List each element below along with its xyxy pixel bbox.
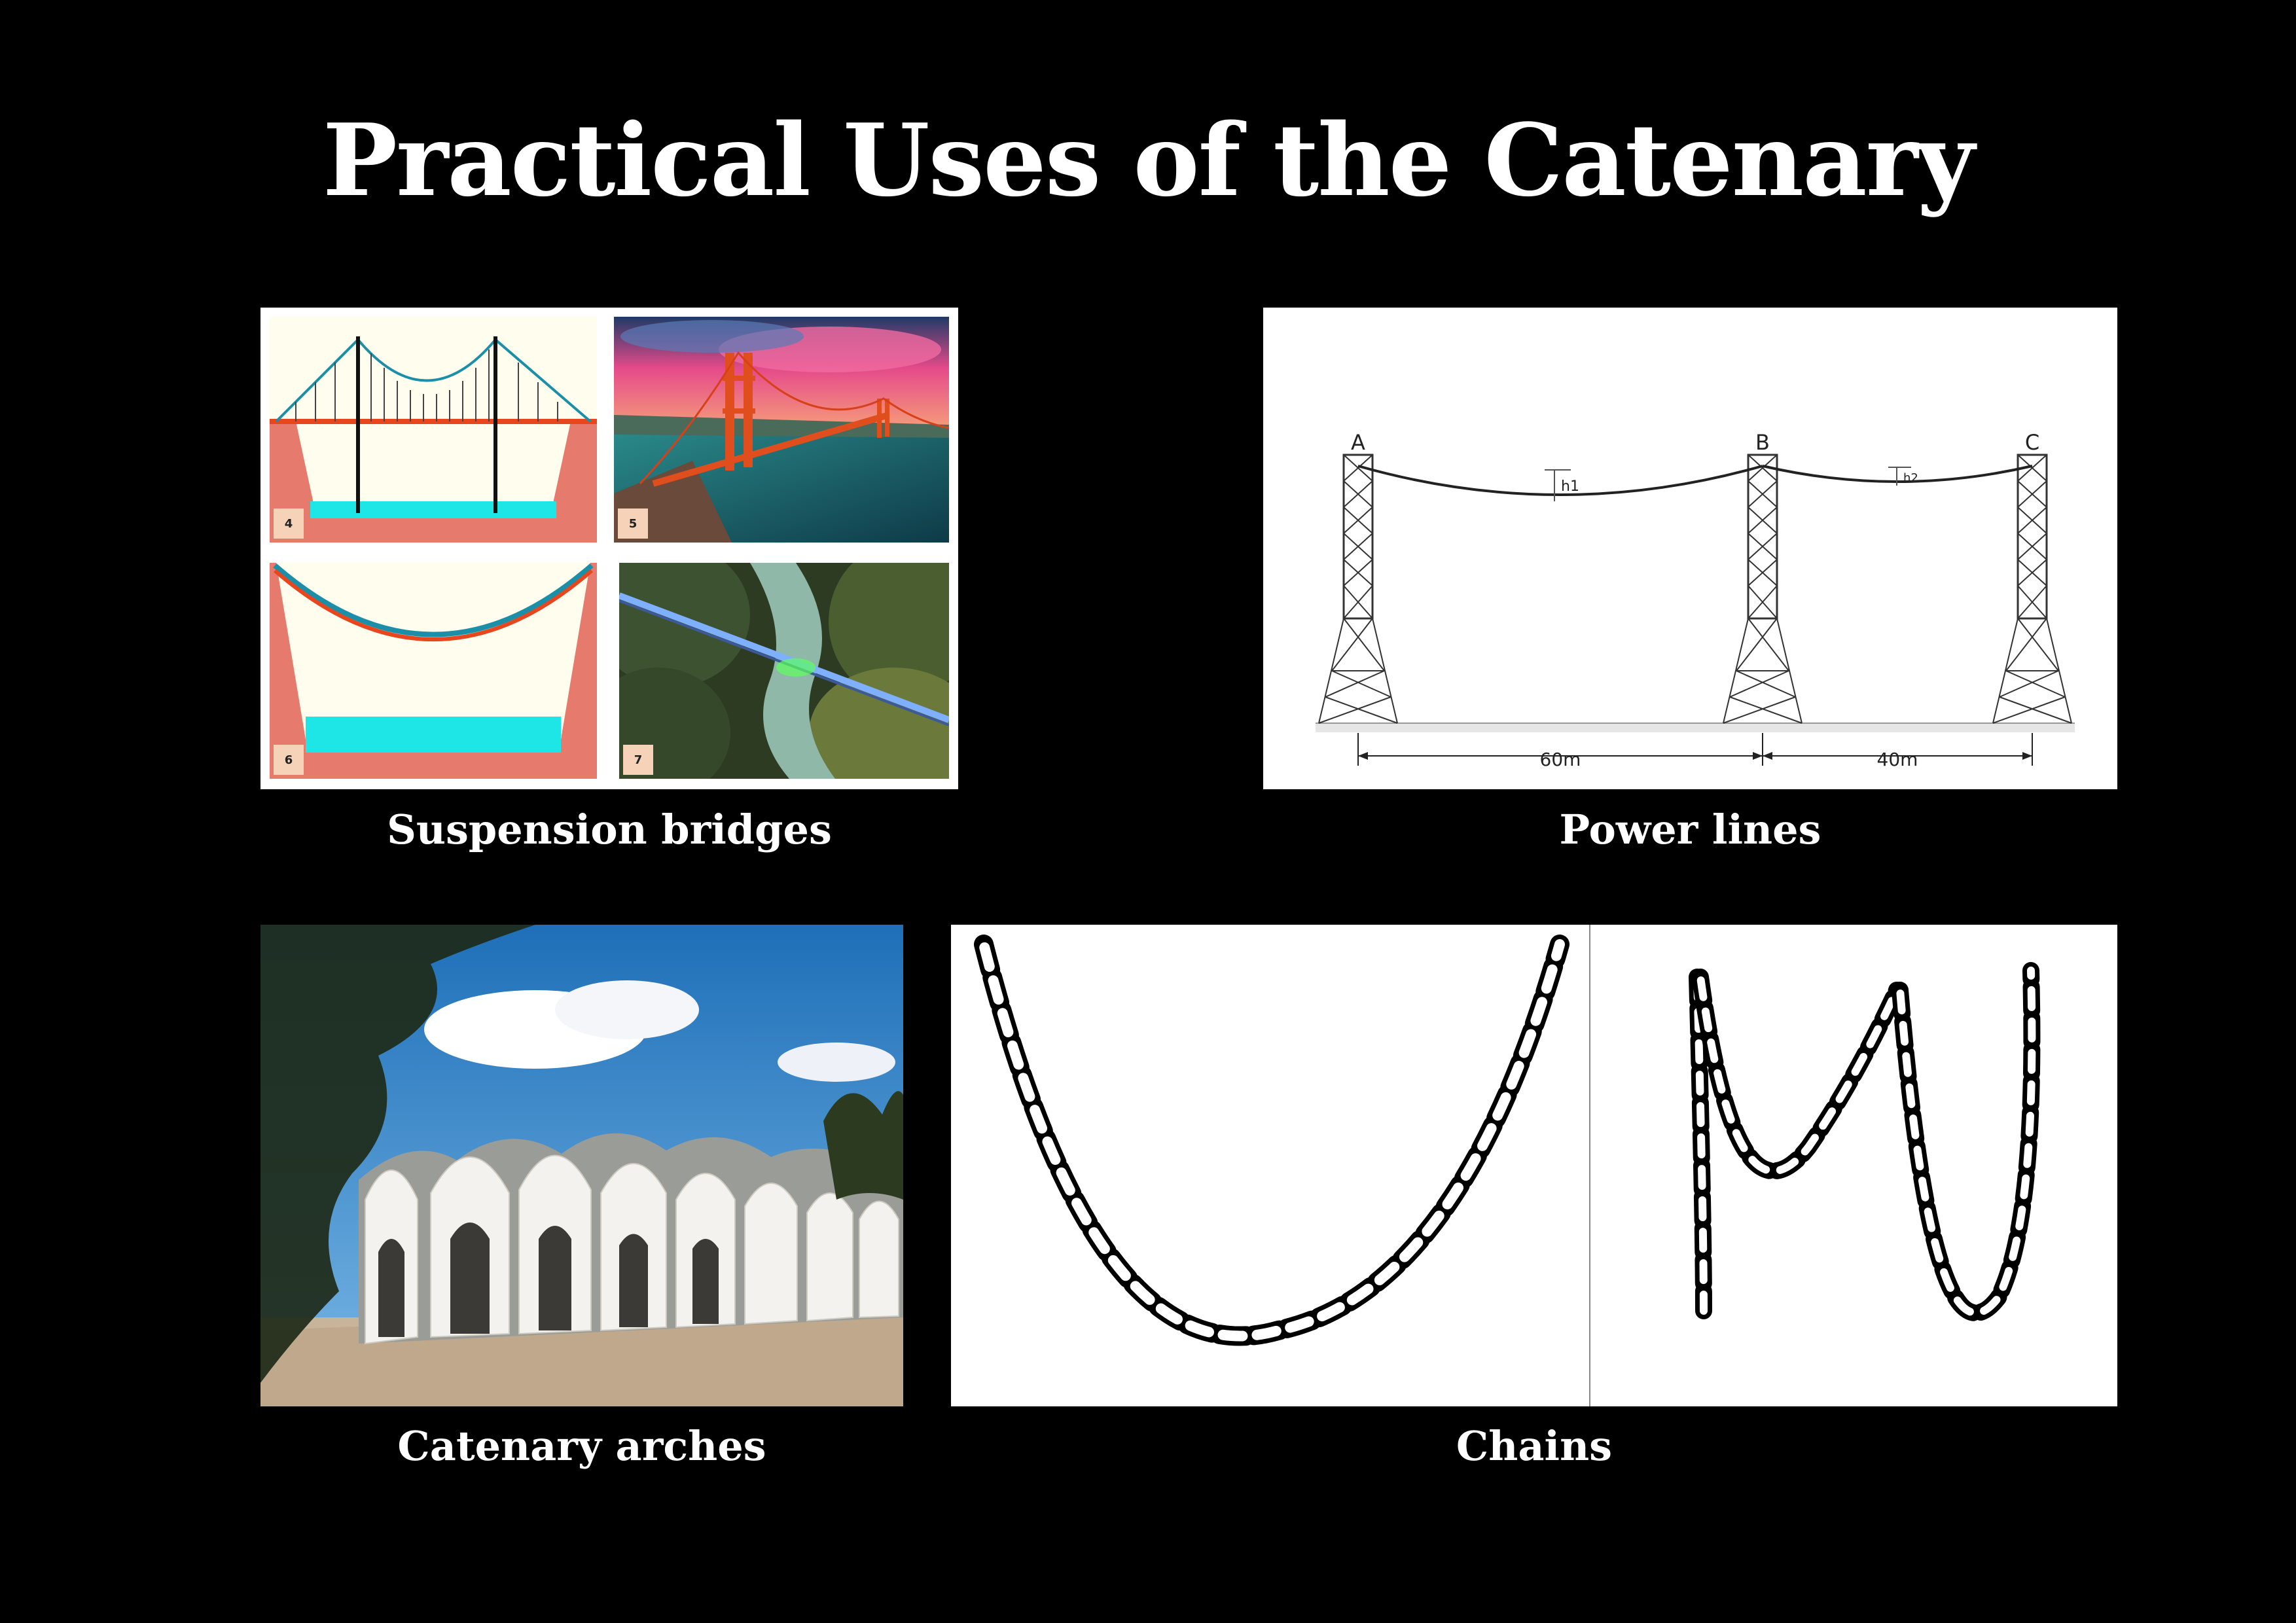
tower-label-c: C	[2025, 430, 2039, 455]
power-lines-panel: A B C h1 h2 60m 40m	[1263, 308, 2117, 789]
slide-title: Practical Uses of the Catenary	[322, 101, 1975, 219]
catenary-arches-caption: Catenary arches	[397, 1422, 766, 1470]
suspension-bridges-caption: Suspension bridges	[387, 806, 832, 853]
tower-label-b: B	[1755, 430, 1770, 455]
chains-panel	[951, 925, 2117, 1406]
span-label-60m: 60m	[1540, 749, 1581, 770]
catenary-arches-photo	[260, 925, 903, 1406]
diagram-number-tag: 4	[274, 508, 304, 539]
sag-label-h2: h2	[1903, 471, 1918, 485]
bridge-diagram-6: 6	[270, 563, 597, 779]
photo-number-tag: 5	[618, 508, 648, 539]
power-lines-caption: Power lines	[1559, 806, 1821, 853]
chains-caption: Chains	[1456, 1422, 1613, 1470]
suspension-bridges-panel: 4	[260, 308, 958, 789]
bridge-diagram-4: 4	[270, 317, 597, 543]
photo-number-tag: 7	[623, 745, 653, 775]
tower-label-a: A	[1351, 430, 1365, 455]
footbridge-canyon-photo: 7	[619, 563, 949, 779]
span-label-40m: 40m	[1877, 749, 1918, 770]
sag-label-h1: h1	[1561, 478, 1579, 495]
diagram-number-tag: 6	[274, 745, 304, 775]
golden-gate-photo: 5	[614, 317, 949, 543]
